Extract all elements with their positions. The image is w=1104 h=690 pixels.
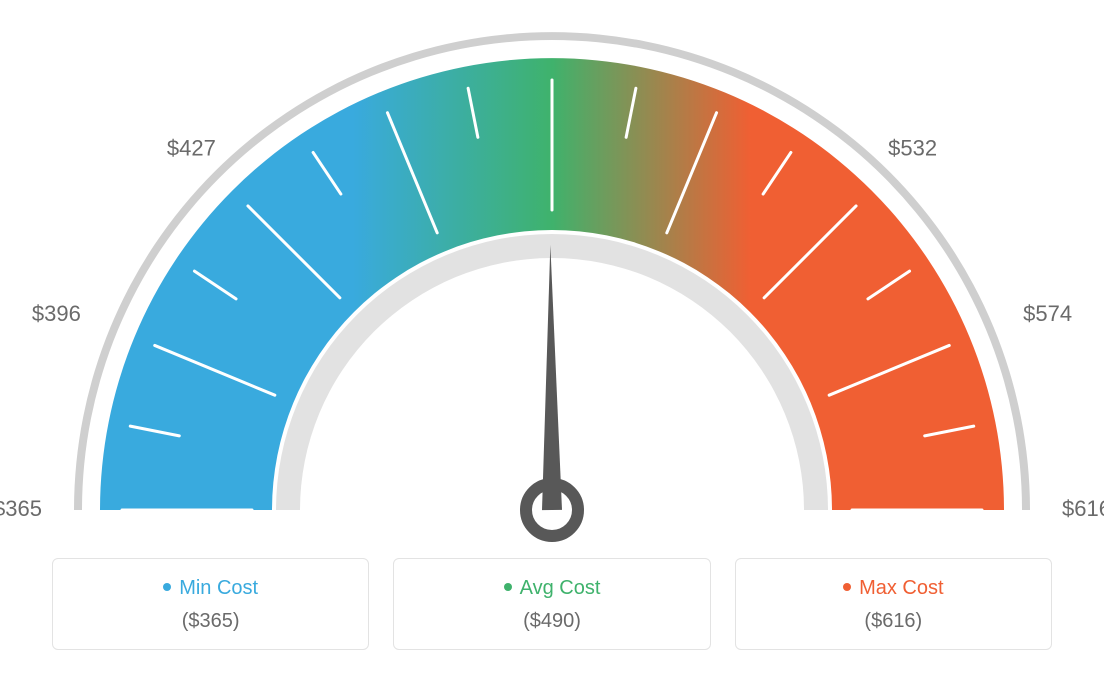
legend-value-max: ($616): [746, 610, 1041, 633]
legend-card-min: Min Cost ($365): [52, 558, 369, 650]
svg-text:$396: $396: [32, 301, 81, 326]
legend-row: Min Cost ($365) Avg Cost ($490) Max Cost…: [52, 558, 1052, 650]
svg-text:$532: $532: [888, 135, 937, 160]
dot-icon: [504, 583, 512, 591]
legend-title-text: Max Cost: [859, 577, 943, 599]
svg-text:$574: $574: [1023, 301, 1072, 326]
legend-title-text: Min Cost: [179, 577, 258, 599]
svg-text:$490: $490: [528, 0, 577, 1]
dot-icon: [843, 583, 851, 591]
svg-text:$365: $365: [0, 496, 42, 521]
legend-title-max: Max Cost: [746, 577, 1041, 600]
legend-value-min: ($365): [63, 610, 358, 633]
legend-value-avg: ($490): [404, 610, 699, 633]
svg-text:$616: $616: [1062, 496, 1104, 521]
svg-text:$427: $427: [167, 135, 216, 160]
cost-gauge: $365 $396 $427 $490 $532 $574 $616: [0, 0, 1104, 560]
legend-card-max: Max Cost ($616): [735, 558, 1052, 650]
dot-icon: [163, 583, 171, 591]
legend-title-min: Min Cost: [63, 577, 358, 600]
legend-title-text: Avg Cost: [520, 577, 601, 599]
legend-card-avg: Avg Cost ($490): [393, 558, 710, 650]
legend-title-avg: Avg Cost: [404, 577, 699, 600]
